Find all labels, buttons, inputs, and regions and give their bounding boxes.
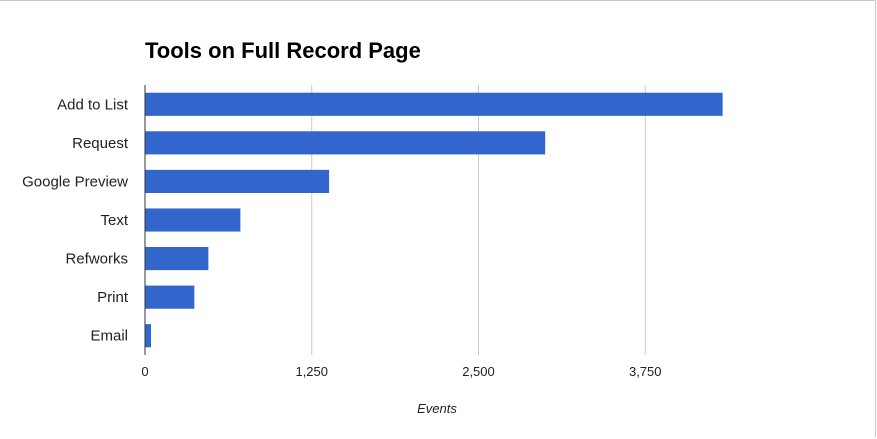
bar <box>145 208 241 232</box>
x-tick-label: 1,250 <box>295 364 328 379</box>
grid-lines <box>311 85 646 355</box>
x-tick-label: 0 <box>141 364 148 379</box>
category-label: Google Preview <box>22 173 128 190</box>
bar <box>145 169 330 193</box>
tick-labels: 0 1,250 2,500 3,750 <box>141 364 661 379</box>
category-label: Email <box>90 328 128 345</box>
category-labels: Add to List Request Google Preview Text Refw… <box>22 96 129 344</box>
bar <box>145 324 152 348</box>
category-label: Request <box>72 135 129 152</box>
x-tick-label: 2,500 <box>462 364 495 379</box>
bar <box>145 92 723 116</box>
category-label: Add to List <box>57 96 129 113</box>
chart-title: Tools on Full Record Page <box>145 38 421 63</box>
category-label: Print <box>97 289 129 306</box>
bar <box>145 131 546 155</box>
x-tick-label: 3,750 <box>629 364 662 379</box>
x-axis-label: Events <box>417 401 457 416</box>
bar <box>145 247 209 271</box>
category-label: Text <box>100 212 128 229</box>
bar <box>145 285 195 309</box>
bars <box>145 92 723 348</box>
category-label: Refworks <box>65 251 128 268</box>
